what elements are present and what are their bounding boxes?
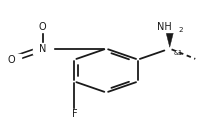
Text: F: F <box>72 109 77 119</box>
Bar <box>33 44 53 54</box>
Bar <box>1 55 21 65</box>
Text: N: N <box>39 44 46 54</box>
Polygon shape <box>165 28 175 47</box>
Bar <box>33 22 53 32</box>
Text: O: O <box>7 55 15 65</box>
Bar <box>154 22 185 32</box>
Text: NH: NH <box>157 22 172 32</box>
Text: &1: &1 <box>174 50 183 56</box>
Text: 2: 2 <box>179 27 184 33</box>
Text: O: O <box>39 22 46 32</box>
Bar <box>65 109 84 119</box>
